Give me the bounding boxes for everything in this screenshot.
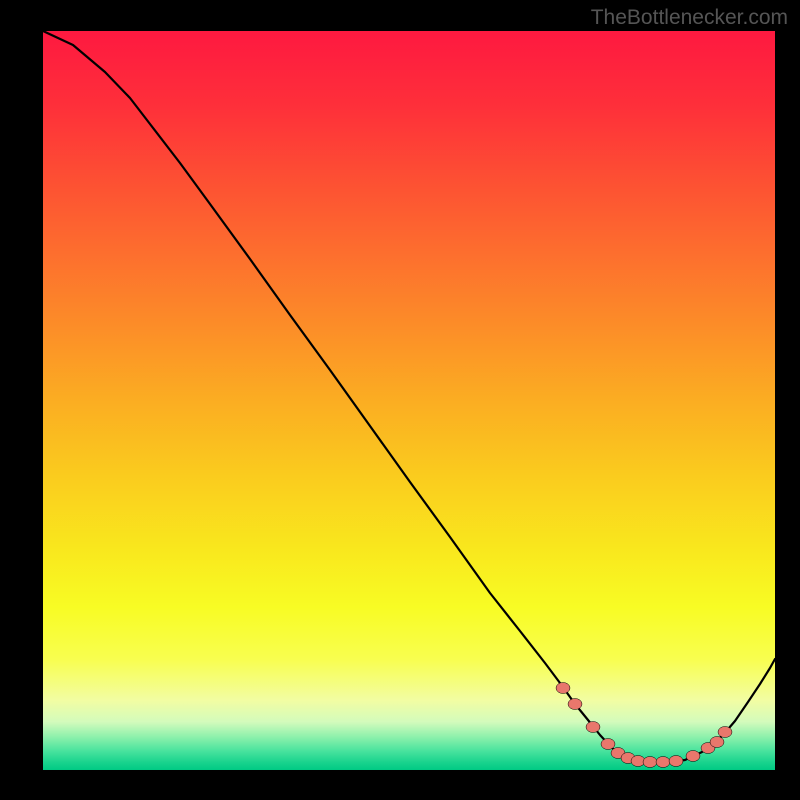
curve-marker	[568, 699, 582, 710]
curve-marker	[710, 737, 724, 748]
frame-left	[40, 28, 43, 774]
curve-marker	[718, 727, 732, 738]
bottleneck-chart	[0, 0, 800, 800]
curve-marker	[656, 757, 670, 768]
curve-marker	[601, 739, 615, 750]
curve-marker	[586, 722, 600, 733]
curve-marker	[643, 757, 657, 768]
curve-marker	[669, 756, 683, 767]
curve-marker	[686, 751, 700, 762]
chart-background	[43, 31, 775, 770]
watermark-text: TheBottlenecker.com	[591, 6, 788, 30]
curve-marker	[556, 683, 570, 694]
frame-bottom	[40, 770, 779, 774]
frame-right	[775, 28, 779, 774]
